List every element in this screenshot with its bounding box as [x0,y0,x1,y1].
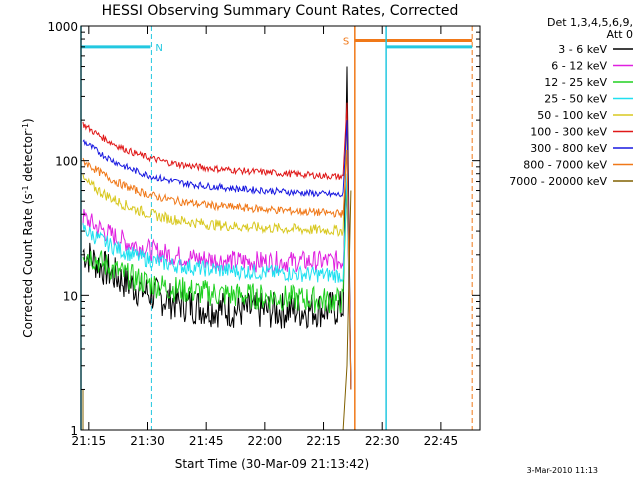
x-tick-label: 22:30 [365,434,400,448]
x-tick-label: 21:30 [130,434,165,448]
x-tick-label: 22:00 [248,434,283,448]
series-line-0 [82,66,352,390]
legend-label: 100 - 300 keV [530,126,607,139]
x-tick-label: 22:15 [306,434,341,448]
y-tick-label: 1000 [47,20,78,34]
series-line-1 [82,190,352,390]
chart-title: HESSI Observing Summary Count Rates, Cor… [102,3,459,19]
series-line-7 [82,149,352,390]
legend-header: Att 0 [607,28,633,41]
series-line-5 [82,102,352,390]
legend-label: 800 - 7000 keV [523,159,607,172]
legend-label: 300 - 800 keV [530,142,607,155]
legend-label: 3 - 6 keV [558,43,607,56]
legend-header: Det 1,3,4,5,6,9, [547,16,633,29]
x-axis-label: Start Time (30-Mar-09 21:13:42) [175,457,369,471]
legend-label: 25 - 50 keV [544,93,607,106]
flag-s-label: S [343,37,349,48]
series-line-4 [82,120,352,390]
legend: Det 1,3,4,5,6,9,Att 03 - 6 keV 6 - 12 keV… [509,16,633,188]
x-tick-label: 21:15 [72,434,107,448]
series-line-3 [82,173,352,390]
legend-label: 7000 - 20000 keV [509,175,607,188]
legend-label: 12 - 25 keV [544,76,607,89]
plot-frame [80,25,481,431]
y-tick-label: 10 [63,289,78,303]
series-line-2 [82,181,352,390]
timestamp: 3-Mar-2010 11:13 [527,466,598,475]
y-tick-label: 100 [55,155,78,169]
legend-label: 50 - 100 keV [537,109,607,122]
x-tick-label: 22:45 [424,434,459,448]
series-line-6 [82,120,352,390]
x-tick-label: 21:45 [189,434,224,448]
y-axis-label: Corrected Count Rate (s-1 detector-1) [21,118,35,337]
legend-label: 6 - 12 keV [551,60,607,73]
flag-n-label: N [155,43,162,54]
y-tick-label: 1 [70,424,78,438]
